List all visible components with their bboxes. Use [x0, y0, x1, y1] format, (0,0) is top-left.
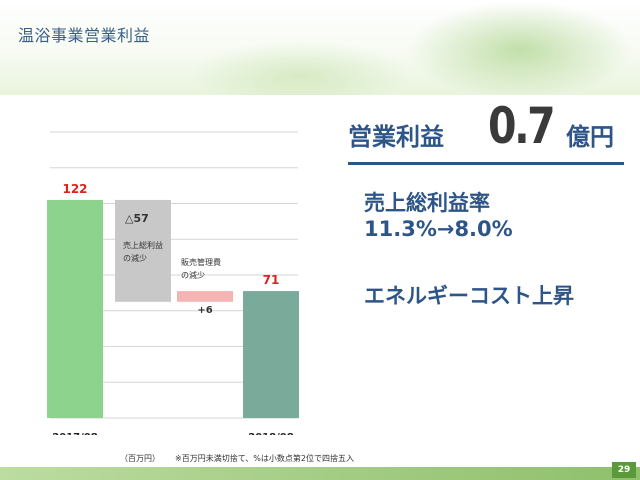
- decrease-annotation: の減少: [123, 253, 147, 263]
- decrease-annotation: 売上総利益: [123, 240, 163, 250]
- total-value-label: 122: [62, 182, 87, 196]
- header-background: [0, 0, 640, 95]
- operating-profit-value: 0.7: [488, 97, 556, 155]
- unit-note: （百万円）: [120, 454, 160, 463]
- slide-title: 温浴事業営業利益: [18, 26, 151, 45]
- footnote: ※百万円未満切捨て、%は小数点第2位で四捨五入: [175, 454, 354, 463]
- summary-panel: 営業利益 0.7 億円 売上総利益率 11.3%→8.0% エネルギーコスト上昇: [340, 95, 630, 355]
- operating-profit-label: 営業利益: [348, 123, 444, 151]
- page-number: 29: [612, 462, 636, 478]
- increase-value-label: +6: [197, 305, 212, 316]
- x-tick-label: 2018/08: [248, 432, 293, 435]
- decrease-value-label: △57: [125, 212, 149, 225]
- gross-margin-label: 売上総利益率: [364, 191, 490, 215]
- increase-annotation: の減少: [181, 270, 205, 280]
- waterfall-bar: [243, 291, 299, 418]
- gross-margin-change: 11.3%→8.0%: [364, 217, 513, 241]
- operating-profit-underline: [348, 162, 624, 165]
- increase-annotation: 販売管理費: [181, 257, 221, 267]
- footer-grass: [0, 467, 640, 480]
- operating-profit-unit: 億円: [566, 123, 614, 151]
- waterfall-bar: [177, 291, 233, 302]
- total-value-label: 71: [263, 273, 280, 287]
- waterfall-bar: [47, 199, 103, 418]
- energy-cost-note: エネルギーコスト上昇: [364, 284, 574, 308]
- operating-profit-line: 営業利益 0.7 億円: [348, 95, 624, 165]
- waterfall-bar: [115, 199, 171, 302]
- x-tick-label: 2017/08: [52, 432, 97, 435]
